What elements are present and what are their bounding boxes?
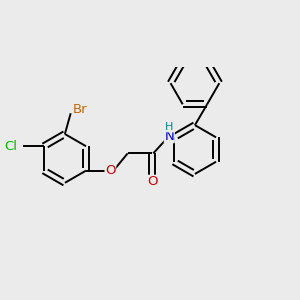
Text: Br: Br bbox=[73, 103, 88, 116]
Text: O: O bbox=[105, 164, 116, 177]
Text: Cl: Cl bbox=[4, 140, 17, 153]
Text: N: N bbox=[164, 130, 174, 142]
Text: O: O bbox=[147, 175, 157, 188]
Text: H: H bbox=[165, 122, 173, 132]
